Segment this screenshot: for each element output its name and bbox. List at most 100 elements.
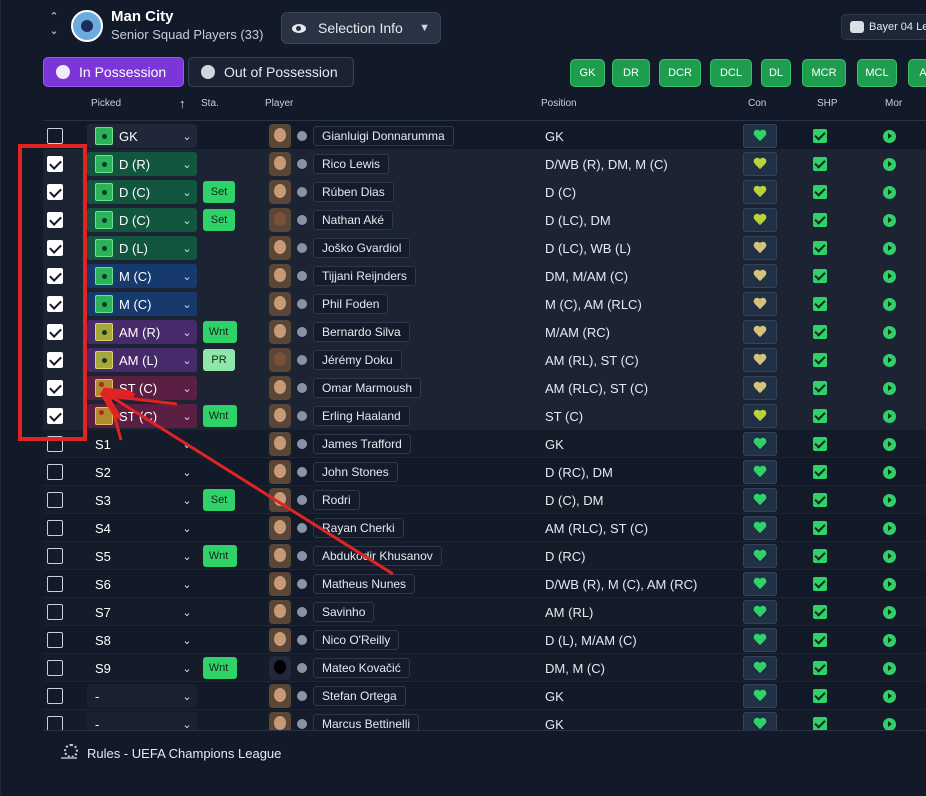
tab-in-possession[interactable]: In Possession [43, 57, 184, 87]
table-row[interactable]: S6 ⌄ Matheus Nunes D/WB (R), M (C), AM (RC) [43, 570, 926, 598]
picked-role-dropdown[interactable]: S7 ⌄ [87, 600, 197, 624]
col-shp[interactable]: SHP [817, 98, 838, 109]
picked-role-dropdown[interactable]: S1 ⌄ [87, 432, 197, 456]
select-checkbox[interactable] [47, 688, 63, 704]
table-row[interactable]: D (C) ⌄ Set Nathan Aké D (LC), DM [43, 206, 926, 234]
select-checkbox[interactable] [47, 212, 63, 228]
picked-role-dropdown[interactable]: - ⌄ [87, 684, 197, 708]
table-row[interactable]: - ⌄ Stefan Ortega GK [43, 682, 926, 710]
player-name[interactable]: Jérémy Doku [313, 350, 402, 370]
picked-role-dropdown[interactable]: ST (C) ⌄ [87, 376, 197, 400]
table-row[interactable]: AM (L) ⌄ PR Jérémy Doku AM (RL), ST (C) [43, 346, 926, 374]
table-row[interactable]: S9 ⌄ Wnt Mateo Kovačić DM, M (C) [43, 654, 926, 682]
picked-role-dropdown[interactable]: S5 ⌄ [87, 544, 197, 568]
select-checkbox[interactable] [47, 632, 63, 648]
table-row[interactable]: M (C) ⌄ Tijjani Reijnders DM, M/AM (C) [43, 262, 926, 290]
player-name[interactable]: Rayan Cherki [313, 518, 404, 538]
player-name[interactable]: Bernardo Silva [313, 322, 410, 342]
picked-role-dropdown[interactable]: S4 ⌄ [87, 516, 197, 540]
player-name[interactable]: Rico Lewis [313, 154, 390, 174]
select-checkbox[interactable] [47, 380, 63, 396]
sort-arrow-icon[interactable]: ↑ [179, 96, 186, 111]
select-checkbox[interactable] [47, 324, 63, 340]
player-name[interactable]: Abdukodir Khusanov [313, 546, 442, 566]
picked-role-dropdown[interactable]: S6 ⌄ [87, 572, 197, 596]
position-filter-button[interactable]: MCL [857, 59, 897, 87]
position-filter-button[interactable]: DL [761, 59, 791, 87]
status-badge[interactable]: Set [203, 209, 235, 231]
picked-role-dropdown[interactable]: D (R) ⌄ [87, 152, 197, 176]
table-row[interactable]: GK ⌄ Gianluigi Donnarumma GK [43, 122, 926, 150]
picked-role-dropdown[interactable]: M (C) ⌄ [87, 292, 197, 316]
player-name[interactable]: Mateo Kovačić [313, 658, 410, 678]
picked-role-dropdown[interactable]: D (C) ⌄ [87, 180, 197, 204]
select-checkbox[interactable] [47, 128, 63, 144]
picked-role-dropdown[interactable]: ST (C) ⌄ [87, 404, 197, 428]
status-badge[interactable]: Wnt [203, 545, 237, 567]
table-row[interactable]: S5 ⌄ Wnt Abdukodir Khusanov D (RC) [43, 542, 926, 570]
player-name[interactable]: Stefan Ortega [313, 686, 406, 706]
picked-role-dropdown[interactable]: AM (L) ⌄ [87, 348, 197, 372]
player-name[interactable]: Marcus Bettinelli [313, 714, 420, 730]
picked-role-dropdown[interactable]: AM (R) ⌄ [87, 320, 197, 344]
table-row[interactable]: S8 ⌄ Nico O'Reilly D (L), M/AM (C) [43, 626, 926, 654]
select-checkbox[interactable] [47, 184, 63, 200]
select-checkbox[interactable] [47, 604, 63, 620]
player-name[interactable]: Omar Marmoush [313, 378, 422, 398]
position-filter-button[interactable]: A [908, 59, 926, 87]
table-row[interactable]: - ⌄ Marcus Bettinelli GK [43, 710, 926, 730]
table-row[interactable]: ST (C) ⌄ Omar Marmoush AM (RLC), ST (C) [43, 374, 926, 402]
player-name[interactable]: Savinho [313, 602, 375, 622]
tab-out-of-possession[interactable]: Out of Possession [188, 57, 354, 87]
rules-label[interactable]: Rules - UEFA Champions League [87, 746, 282, 761]
col-mor[interactable]: Mor [885, 98, 903, 109]
table-row[interactable]: D (R) ⌄ Rico Lewis D/WB (R), DM, M (C) [43, 150, 926, 178]
nav-up-icon[interactable]: ⌃ [49, 11, 59, 23]
table-row[interactable]: M (C) ⌄ Phil Foden M (C), AM (RLC) [43, 290, 926, 318]
select-checkbox[interactable] [47, 548, 63, 564]
col-con[interactable]: Con [748, 98, 767, 109]
select-checkbox[interactable] [47, 268, 63, 284]
table-row[interactable]: S7 ⌄ Savinho AM (RL) [43, 598, 926, 626]
player-name[interactable]: Nico O'Reilly [313, 630, 400, 650]
status-badge[interactable]: Set [203, 181, 235, 203]
status-badge[interactable]: Wnt [203, 657, 237, 679]
col-sta[interactable]: Sta. [201, 98, 219, 109]
picked-role-dropdown[interactable]: S8 ⌄ [87, 628, 197, 652]
player-name[interactable]: Phil Foden [313, 294, 389, 314]
status-badge[interactable]: Set [203, 489, 235, 511]
picked-role-dropdown[interactable]: D (L) ⌄ [87, 236, 197, 260]
select-checkbox[interactable] [47, 520, 63, 536]
player-name[interactable]: Nathan Aké [313, 210, 394, 230]
select-checkbox[interactable] [47, 240, 63, 256]
select-checkbox[interactable] [47, 660, 63, 676]
club-crest-icon[interactable] [71, 10, 103, 42]
player-name[interactable]: Matheus Nunes [313, 574, 416, 594]
player-name[interactable]: James Trafford [313, 434, 411, 454]
status-badge[interactable]: PR [203, 349, 235, 371]
table-row[interactable]: S1 ⌄ James Trafford GK [43, 430, 926, 458]
table-row[interactable]: D (L) ⌄ Joško Gvardiol D (LC), WB (L) [43, 234, 926, 262]
table-row[interactable]: S2 ⌄ John Stones D (RC), DM [43, 458, 926, 486]
select-checkbox[interactable] [47, 352, 63, 368]
player-name[interactable]: John Stones [313, 462, 398, 482]
player-name[interactable]: Gianluigi Donnarumma [313, 126, 454, 146]
select-checkbox[interactable] [47, 296, 63, 312]
picked-role-dropdown[interactable]: GK ⌄ [87, 124, 197, 148]
col-picked[interactable]: Picked [91, 98, 122, 109]
picked-role-dropdown[interactable]: - ⌄ [87, 712, 197, 730]
opponent-button[interactable]: Bayer 04 Le [841, 14, 926, 40]
player-name[interactable]: Joško Gvardiol [313, 238, 411, 258]
select-checkbox[interactable] [47, 464, 63, 480]
col-player[interactable]: Player [265, 98, 294, 109]
position-filter-button[interactable]: DCR [659, 59, 701, 87]
select-checkbox[interactable] [47, 716, 63, 730]
position-filter-button[interactable]: DCL [710, 59, 752, 87]
player-name[interactable]: Tijjani Reijnders [313, 266, 416, 286]
table-row[interactable]: S3 ⌄ Set Rodri D (C), DM [43, 486, 926, 514]
picked-role-dropdown[interactable]: M (C) ⌄ [87, 264, 197, 288]
table-row[interactable]: S4 ⌄ Rayan Cherki AM (RLC), ST (C) [43, 514, 926, 542]
select-checkbox[interactable] [47, 408, 63, 424]
status-badge[interactable]: Wnt [203, 405, 237, 427]
position-filter-button[interactable]: DR [612, 59, 650, 87]
